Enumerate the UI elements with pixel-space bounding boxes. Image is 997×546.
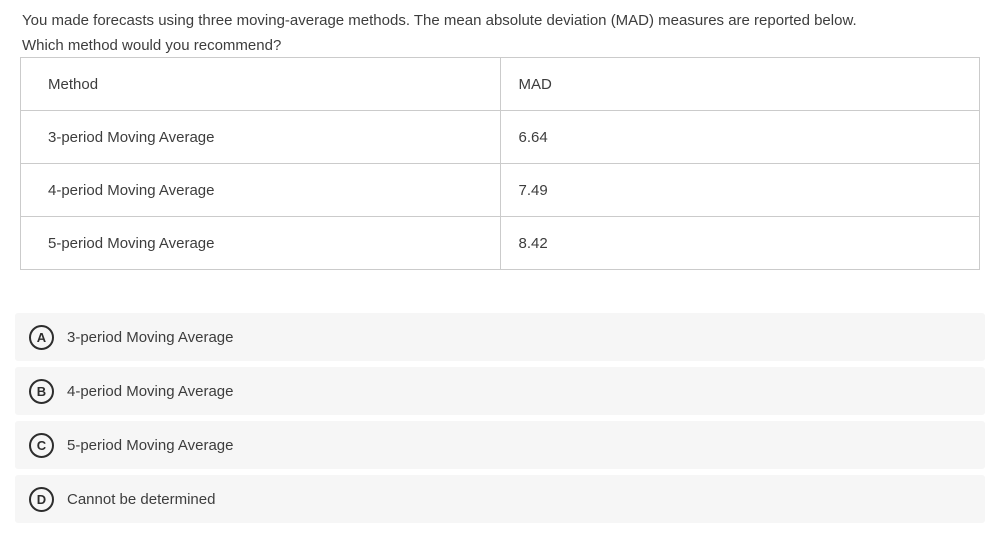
option-b-letter-badge: B bbox=[29, 378, 54, 404]
method-cell: 3-period Moving Average bbox=[20, 110, 501, 164]
method-cell: 4-period Moving Average bbox=[20, 163, 501, 217]
table-header-mad: MAD bbox=[499, 57, 980, 111]
question-text: You made forecasts using three moving-av… bbox=[22, 8, 982, 58]
option-c-label: 5-period Moving Average bbox=[67, 436, 234, 454]
option-c[interactable]: C 5-period Moving Average bbox=[15, 421, 985, 469]
option-a-letter-badge: A bbox=[29, 324, 54, 350]
option-a[interactable]: A 3-period Moving Average bbox=[15, 313, 985, 361]
table-row: 5-period Moving Average 8.42 bbox=[20, 216, 980, 270]
option-d-label: Cannot be determined bbox=[67, 490, 216, 508]
mad-table: Method MAD 3-period Moving Average 6.64 … bbox=[20, 57, 980, 270]
option-a-label: 3-period Moving Average bbox=[67, 328, 234, 346]
table-row: 4-period Moving Average 7.49 bbox=[20, 163, 980, 217]
table-header-method: Method bbox=[20, 57, 501, 111]
option-b[interactable]: B 4-period Moving Average bbox=[15, 367, 985, 415]
option-d-letter-badge: D bbox=[29, 486, 54, 512]
question-line-2: Which method would you recommend? bbox=[22, 37, 282, 54]
option-b-label: 4-period Moving Average bbox=[67, 382, 234, 400]
answer-options: A 3-period Moving Average B 4-period Mov… bbox=[15, 313, 985, 529]
mad-cell: 8.42 bbox=[499, 216, 980, 270]
table-header-row: Method MAD bbox=[20, 57, 980, 111]
option-c-letter-badge: C bbox=[29, 432, 54, 458]
option-d[interactable]: D Cannot be determined bbox=[15, 475, 985, 523]
method-cell: 5-period Moving Average bbox=[20, 216, 501, 270]
question-line-1: You made forecasts using three moving-av… bbox=[22, 12, 857, 29]
mad-cell: 6.64 bbox=[499, 110, 980, 164]
mad-cell: 7.49 bbox=[499, 163, 980, 217]
table-row: 3-period Moving Average 6.64 bbox=[20, 110, 980, 164]
